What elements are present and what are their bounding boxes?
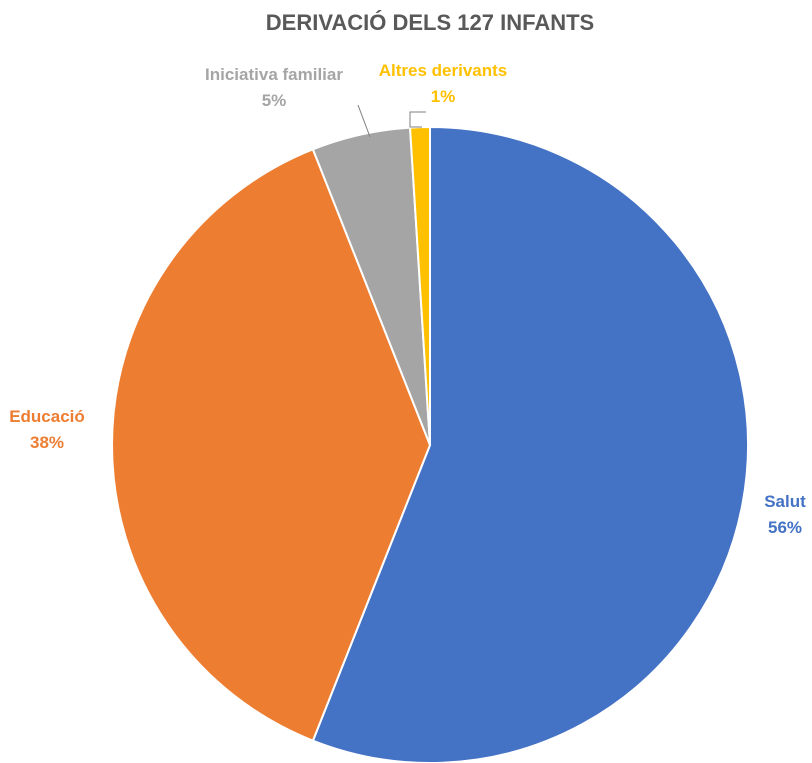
slice-value-label: 1%	[431, 87, 456, 106]
pie-slice-educaci-	[110, 148, 432, 742]
slice-labels: Salut 56% Educació 38% Iniciativa familiar 5%…	[9, 61, 806, 537]
pie-slices	[110, 125, 749, 763]
slice-value-label: 56%	[768, 518, 802, 537]
leader-lines	[357, 104, 426, 138]
slice-label: Altres derivants	[379, 61, 508, 80]
slice-label: Educació	[9, 407, 85, 426]
slice-label: Iniciativa familiar	[205, 65, 343, 84]
slice-value-label: 38%	[30, 433, 64, 452]
pie-slice-salut	[311, 125, 749, 763]
slice-label: Salut	[764, 492, 806, 511]
slice-value-label: 5%	[262, 91, 287, 110]
chart-title: DERIVACIÓ DELS 127 INFANTS	[266, 10, 594, 35]
leader-line	[357, 104, 371, 138]
leader-line	[409, 111, 426, 128]
